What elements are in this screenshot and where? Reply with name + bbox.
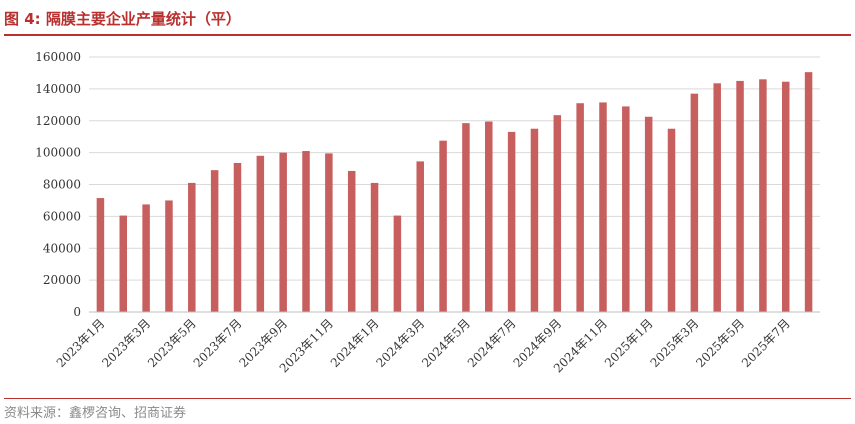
bar-chart: 0 20000 40000 60000 80000 100000 120000 140000 1…	[35, 50, 820, 375]
x-axis-ticks: 2023年1月2023年3月2023年5月2023年7月2023年9月2023年…	[54, 316, 793, 375]
bar	[713, 83, 721, 312]
bar	[279, 152, 287, 312]
bar	[736, 80, 744, 312]
bar	[462, 123, 470, 312]
bar	[576, 103, 584, 312]
bar	[325, 153, 333, 312]
bar	[759, 79, 767, 312]
bar	[644, 116, 653, 312]
bar	[119, 215, 128, 312]
y-tick-label: 20000	[43, 273, 81, 287]
x-tick-label: 2023年3月	[99, 316, 153, 370]
y-tick-label: 120000	[35, 114, 81, 128]
bar	[622, 106, 630, 312]
bar	[210, 170, 219, 312]
bar	[393, 215, 402, 312]
y-tick-label: 100000	[35, 146, 81, 160]
bar	[188, 182, 196, 312]
x-tick-label: 2025年3月	[648, 316, 702, 370]
x-tick-label: 2025年1月	[602, 316, 656, 370]
x-tick-label: 2023年1月	[54, 316, 108, 370]
x-tick-label: 2024年3月	[373, 316, 427, 370]
grid-lines	[89, 56, 820, 281]
x-tick-label: 2025年7月	[739, 316, 793, 370]
y-tick-label: 60000	[43, 209, 81, 223]
x-tick-label: 2025年5月	[693, 316, 747, 370]
y-axis-ticks: 0 20000 40000 60000 80000 100000 120000 140000 1…	[35, 50, 81, 319]
bar	[690, 93, 699, 312]
bar	[370, 182, 379, 312]
x-tick-label: 2024年5月	[419, 316, 473, 370]
bar	[165, 200, 173, 312]
bars	[96, 72, 813, 312]
bar	[667, 128, 676, 312]
x-tick-label: 2023年7月	[191, 316, 245, 370]
bar	[302, 151, 310, 312]
bar	[439, 140, 447, 312]
bar	[507, 131, 516, 312]
bar	[96, 198, 105, 312]
bar	[347, 170, 356, 312]
x-tick-label: 2024年7月	[465, 316, 519, 370]
x-tick-label: 2024年1月	[328, 316, 382, 370]
bar	[804, 72, 813, 312]
y-tick-label: 80000	[43, 178, 81, 192]
bar	[485, 121, 493, 312]
bar	[233, 162, 242, 312]
title-rule	[4, 34, 851, 36]
figure-title: 图 4: 隔膜主要企业产量统计（平）	[4, 10, 241, 28]
bar	[530, 128, 539, 312]
bar	[142, 204, 150, 312]
bar	[256, 155, 265, 312]
y-tick-label: 40000	[43, 241, 81, 255]
bar	[781, 81, 790, 312]
footer-rule	[4, 398, 851, 399]
y-tick-label: 160000	[35, 50, 81, 64]
bar	[416, 161, 424, 312]
bar	[553, 115, 562, 312]
y-tick-label: 140000	[35, 82, 81, 96]
bar	[599, 102, 607, 312]
x-tick-label: 2023年5月	[145, 316, 199, 370]
y-tick-label: 0	[73, 305, 81, 319]
source-note: 资料来源：鑫椤咨询、招商证券	[4, 406, 187, 421]
